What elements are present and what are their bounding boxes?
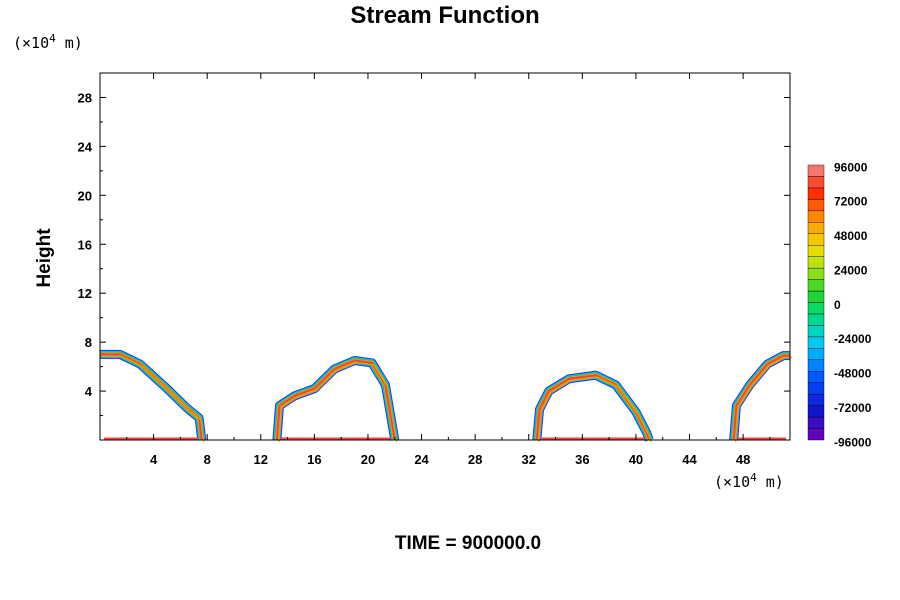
colorbar-swatch — [807, 382, 825, 395]
colorbar-swatch — [807, 176, 825, 189]
x-tick-label: 36 — [575, 452, 589, 467]
colorbar-tick-label: -24000 — [834, 332, 872, 346]
y-unit-label: (×104 m) — [13, 32, 83, 52]
colorbar-swatch — [807, 393, 825, 406]
colorbar-swatch — [807, 336, 825, 349]
time-label: TIME = 900000.0 — [395, 533, 541, 554]
y-tick-label: 12 — [78, 286, 92, 301]
colorbar: 96000 72000 48000 24000 0 -24000 -48000 -72000 -… — [807, 160, 872, 449]
cell-3-band-4 — [535, 374, 651, 441]
x-tick-label: 48 — [736, 452, 750, 467]
colorbar-swatch — [807, 187, 825, 200]
x-tick-label: 40 — [629, 452, 643, 467]
colorbar-swatch — [807, 210, 825, 223]
cell-4 — [729, 351, 792, 443]
colorbar-swatch — [807, 267, 825, 280]
colorbar-swatch — [807, 279, 825, 292]
y-tick-label: 28 — [78, 90, 92, 105]
colorbar-swatch — [807, 164, 825, 177]
cell-1-band-1 — [100, 350, 206, 441]
colorbar-tick-label: 72000 — [834, 195, 868, 209]
x-tick-label: 44 — [682, 452, 697, 467]
x-tick-label: 12 — [254, 452, 268, 467]
y-tick-label: 4 — [85, 384, 93, 399]
y-tick-label: 24 — [78, 139, 93, 154]
colorbar-swatch — [807, 222, 825, 234]
cell-2-band-4 — [275, 359, 396, 441]
colorbar-tick-label: 48000 — [834, 229, 868, 243]
colorbar-swatch — [807, 199, 825, 212]
cell-4-band-4 — [732, 354, 790, 441]
colorbar-tick-label: -96000 — [834, 435, 872, 449]
cell-1-band-0 — [100, 349, 207, 441]
colorbar-swatch — [807, 313, 825, 326]
colorbar-swatch — [807, 325, 825, 338]
colorbar-swatch — [807, 290, 825, 303]
x-tick-label: 32 — [522, 452, 536, 467]
y-tick-label: 8 — [85, 335, 92, 350]
colorbar-swatch — [807, 233, 825, 246]
colorbar-tick-label: -72000 — [834, 401, 872, 415]
x-tick-label: 8 — [204, 452, 211, 467]
x-tick-label: 16 — [307, 452, 321, 467]
cell-1 — [100, 349, 207, 443]
colorbar-swatch — [807, 256, 825, 269]
cell-4-inner-contour — [735, 357, 792, 443]
cell-2-inner-contour — [278, 361, 398, 443]
x-tick-label: 28 — [468, 452, 482, 467]
contour-cells — [100, 349, 792, 443]
colorbar-swatch — [807, 302, 825, 315]
colorbar-swatch — [807, 348, 825, 360]
y-axis-label: Height — [34, 228, 55, 288]
colorbar-tick-label: 0 — [834, 298, 841, 312]
y-tick-label: 20 — [78, 188, 92, 203]
colorbar-swatch — [807, 405, 825, 418]
cell-1-band-2 — [100, 351, 205, 441]
colorbar-swatch — [807, 245, 825, 257]
x-unit-label: (×104 m) — [714, 471, 784, 491]
cell-3-inner-contour — [538, 376, 652, 443]
cell-1-band-3 — [100, 352, 204, 441]
colorbar-swatch — [807, 359, 825, 372]
cell-1-inner-contour — [102, 355, 205, 443]
y-tick-label: 16 — [78, 237, 92, 252]
plot-frame — [99, 72, 791, 441]
cell-1-band-4 — [100, 353, 203, 441]
colorbar-tick-label: 24000 — [834, 263, 868, 277]
colorbar-swatch — [807, 428, 825, 441]
colorbar-swatch — [807, 416, 825, 429]
x-tick-label: 20 — [361, 452, 375, 467]
chart-title: Stream Function — [350, 2, 539, 29]
colorbar-tick-label: -48000 — [834, 367, 872, 381]
cell-2 — [272, 356, 400, 443]
colorbar-tick-label: 96000 — [834, 160, 868, 174]
colorbar-swatch — [807, 371, 825, 383]
cell-3 — [532, 370, 654, 443]
x-tick-label: 4 — [150, 452, 158, 467]
x-tick-label: 24 — [414, 452, 429, 467]
